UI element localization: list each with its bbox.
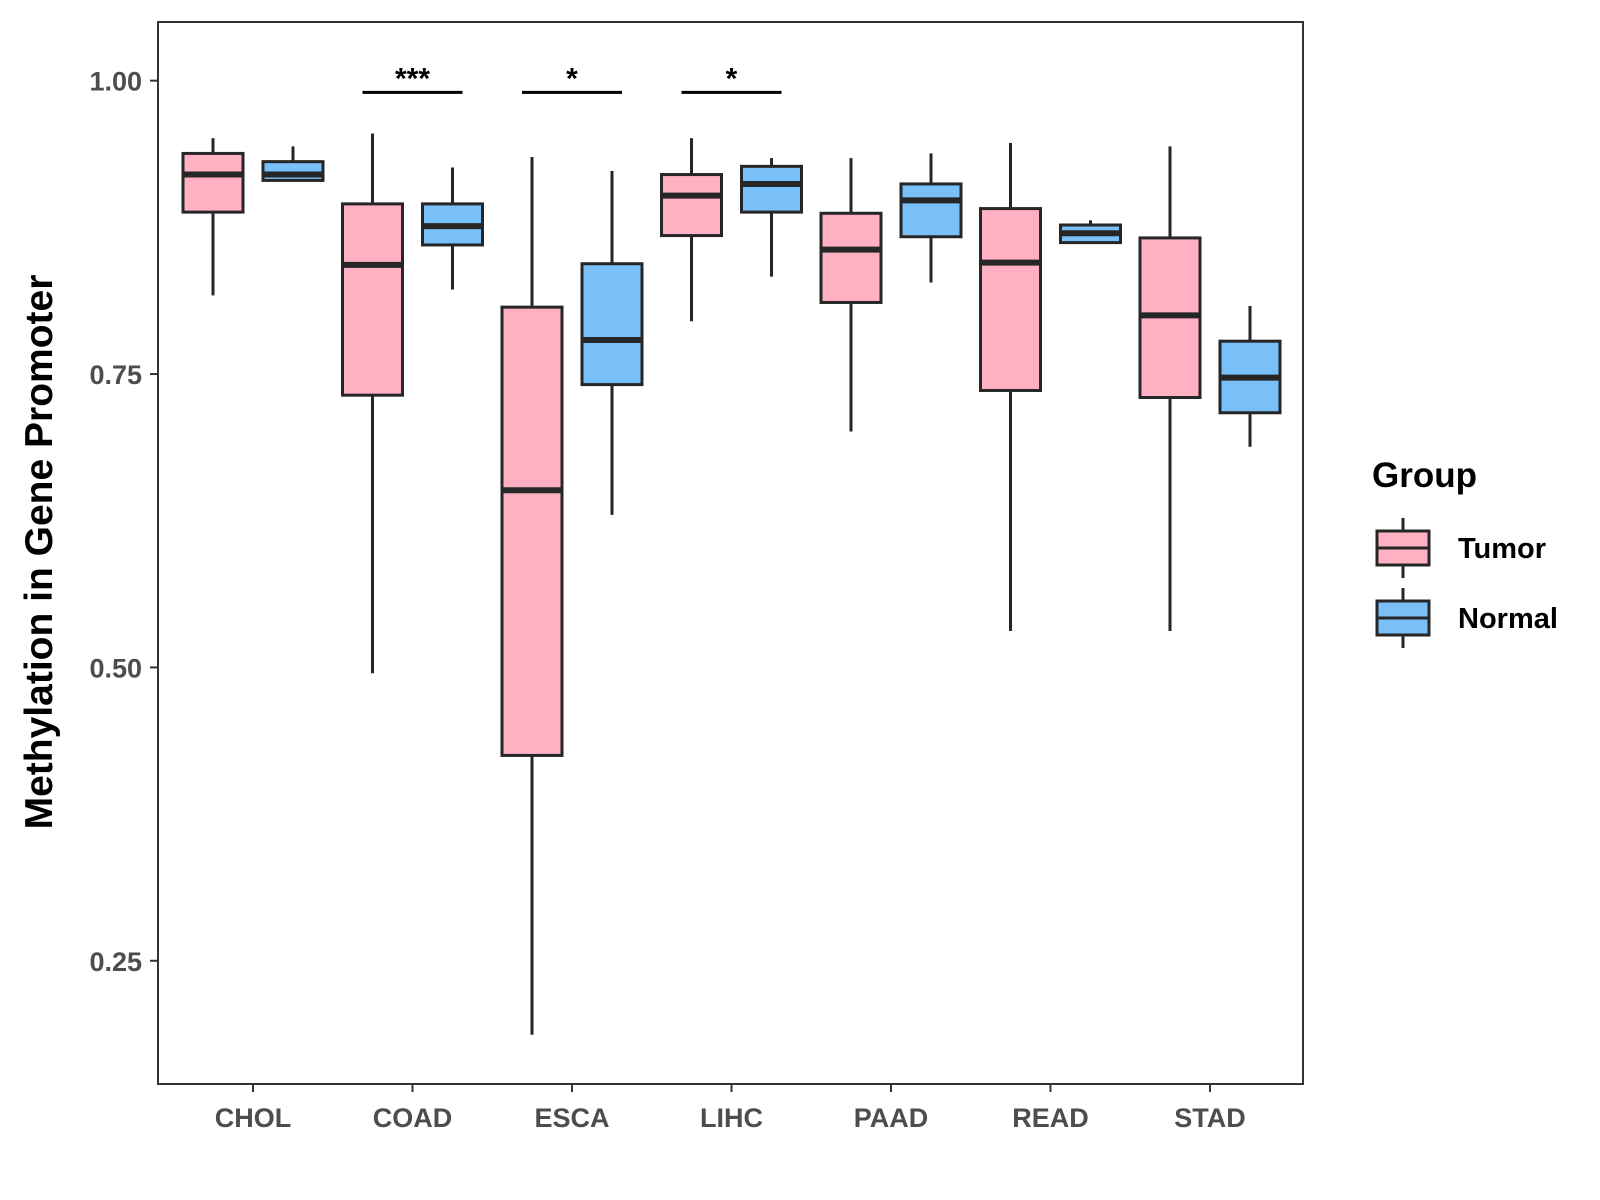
x-tick-label: ESCA [534, 1103, 609, 1133]
x-tick-label: CHOL [215, 1103, 292, 1133]
box-body [181, 151, 245, 214]
box-normal-read [1059, 220, 1122, 245]
box-body [580, 262, 644, 387]
box-normal-paad [899, 153, 963, 283]
plot-panel [157, 21, 1304, 1085]
y-tick-label: 1.00 [89, 67, 142, 97]
y-axis-title: Methylation in Gene Promoter [18, 275, 61, 830]
box-normal-lihc [740, 158, 803, 277]
y-tick-label: 0.50 [89, 653, 142, 683]
axes-layer: 0.25 0.50 0.75 1.00 CHOL COAD ESCA LIHC PAAD READ… [89, 67, 1245, 1133]
significance-label: * [566, 62, 578, 95]
x-tick-label: COAD [373, 1103, 453, 1133]
legend-label-normal: Normal [1458, 603, 1558, 635]
box-tumor-read [979, 142, 1042, 632]
box-normal-esca [580, 171, 644, 515]
box-body [899, 182, 963, 239]
legend-label-tumor: Tumor [1458, 533, 1546, 565]
box-body [740, 164, 803, 214]
box-normal-coad [421, 167, 484, 290]
x-tick-label: READ [1012, 1103, 1089, 1133]
box-body [819, 211, 883, 304]
x-tick-label: PAAD [854, 1103, 929, 1133]
box-body [979, 207, 1042, 392]
legend-title: Group [1372, 456, 1477, 495]
box-tumor-paad [819, 158, 883, 432]
box-tumor-coad [341, 133, 404, 674]
box-body [500, 305, 564, 757]
box-normal-stad [1218, 305, 1282, 447]
legend: Group Tumor Normal [1372, 456, 1558, 648]
box-tumor-lihc [660, 138, 723, 322]
y-tick-label: 0.25 [89, 947, 142, 977]
x-tick-label: STAD [1174, 1103, 1246, 1133]
legend-key-normal [1375, 588, 1431, 648]
x-tick-label: LIHC [700, 1103, 763, 1133]
box-tumor-stad [1138, 146, 1202, 632]
box-body [341, 202, 404, 397]
box-tumor-esca [500, 156, 564, 1035]
box-body [261, 160, 325, 182]
marks-layer: *** * * [181, 62, 1282, 1035]
significance-label: * [726, 62, 738, 95]
significance-label: *** [395, 62, 430, 95]
box-tumor-chol [181, 138, 245, 296]
legend-key-tumor [1375, 518, 1431, 578]
box-normal-chol [261, 146, 325, 182]
y-tick-label: 0.75 [89, 360, 142, 390]
box-body [660, 173, 723, 238]
